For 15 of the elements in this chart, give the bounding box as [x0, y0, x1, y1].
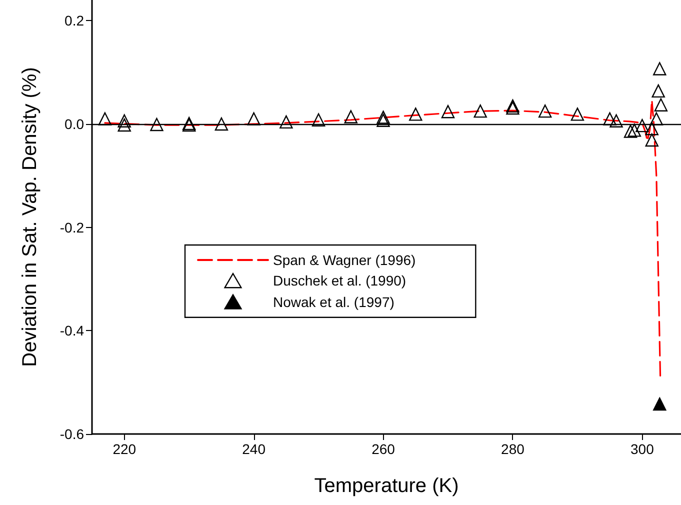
y-tick-label: -0.4 [60, 322, 84, 339]
legend-label: Duschek et al. (1990) [273, 272, 406, 289]
y-tick-label: -0.6 [60, 426, 84, 442]
x-tick-label: 220 [112, 441, 136, 457]
x-tick-label: 260 [372, 441, 396, 457]
y-tick-label: -0.2 [60, 219, 84, 236]
x-tick-label: 280 [501, 441, 525, 457]
y-tick-label: 0.0 [64, 116, 84, 132]
y-axis-title: Deviation in Sat. Vap. Density (%) [19, 67, 41, 367]
x-tick-label: 240 [242, 441, 266, 457]
legend-label: Span & Wagner (1996) [273, 252, 416, 268]
legend-label: Nowak et al. (1997) [273, 294, 394, 310]
x-axis-title: Temperature (K) [314, 475, 459, 497]
y-tick-label: 0.2 [64, 12, 84, 29]
x-tick-label: 300 [630, 441, 654, 457]
